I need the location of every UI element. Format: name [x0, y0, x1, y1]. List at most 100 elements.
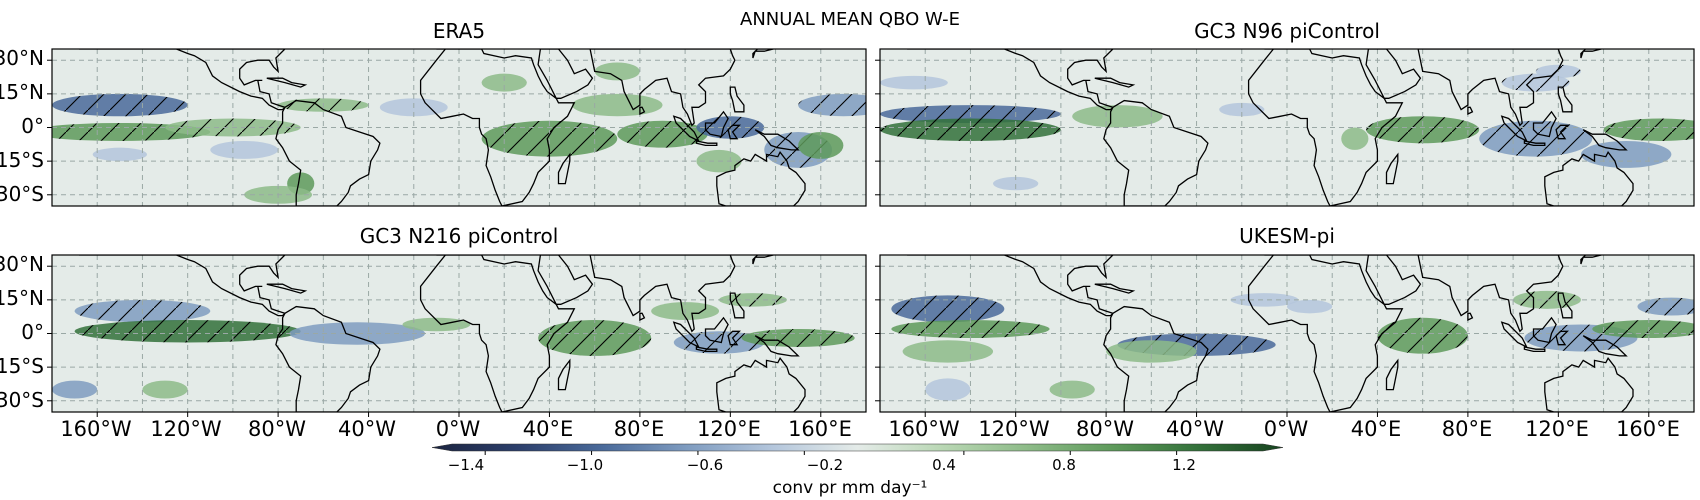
panel-title-gc3-n216: GC3 N216 piControl [359, 224, 559, 248]
positive-anomaly-region [902, 340, 994, 363]
coastline [1094, 77, 1136, 88]
significance-hatching [1366, 116, 1480, 144]
coastline [266, 283, 308, 294]
positive-anomaly-region [1049, 380, 1095, 399]
coastline [1467, 312, 1474, 322]
coastline [1555, 330, 1569, 346]
coastline [695, 140, 718, 147]
lat-label-15s: 15°S [0, 148, 44, 172]
coastline [557, 152, 571, 185]
lon-label-80w: 80°W [1076, 417, 1134, 441]
coastline [266, 77, 308, 88]
negative-anomaly-region [92, 147, 147, 162]
coastline [716, 150, 806, 206]
lat-label-30s: 30°S [0, 182, 44, 206]
coastline [1094, 283, 1136, 294]
panel-gc3-n216 [47, 254, 867, 417]
significance-hatching [798, 93, 866, 117]
coastline [1417, 49, 1564, 127]
coastline [79, 255, 287, 317]
colorbar-tick-label: −0.2 [806, 456, 844, 474]
coastline [537, 49, 594, 99]
negative-anomaly-region [1230, 293, 1299, 307]
lon-label-120w: 120°W [150, 417, 222, 441]
panel-era5 [47, 48, 867, 207]
panel-title-gc3-n96: GC3 N96 piControl [1194, 19, 1380, 43]
coastline [419, 49, 576, 206]
panel-gc3-n96 [875, 48, 1695, 207]
coastline [419, 255, 576, 412]
coastline [1103, 305, 1209, 412]
coastline [716, 356, 806, 412]
lon-label-80w: 80°W [248, 417, 306, 441]
coastline [754, 129, 800, 151]
coastline [275, 99, 381, 206]
coastline [1555, 124, 1569, 140]
negative-anomaly-region [52, 380, 98, 399]
coastline [79, 49, 287, 111]
coastline [1247, 255, 1404, 412]
coastline [1580, 49, 1602, 59]
lon-label-160e: 160°E [1616, 417, 1680, 441]
coastline [1103, 99, 1209, 206]
coastline [752, 49, 774, 59]
lat-label-30s: 30°S [0, 388, 44, 412]
lat-label-15n: 15°N [0, 286, 44, 310]
significance-hatching [481, 120, 618, 157]
coastline [589, 255, 736, 333]
lon-label-160w: 160°W [888, 417, 960, 441]
coastline [1582, 335, 1628, 357]
significance-hatching [617, 120, 708, 148]
coastline [1365, 49, 1422, 99]
lat-label-0: 0° [21, 320, 44, 344]
coastline [752, 255, 774, 265]
colorbar-bar [431, 443, 1284, 452]
coastline [695, 346, 718, 353]
coastline [1532, 110, 1557, 138]
lat-label-0: 0° [21, 114, 44, 138]
positive-anomaly-region [142, 380, 188, 399]
coastline [1532, 316, 1557, 344]
coastline [1385, 152, 1399, 185]
significance-hatching [52, 93, 188, 117]
negative-anomaly-region [210, 140, 279, 159]
positive-anomaly-region [481, 73, 527, 92]
coastline [639, 312, 646, 322]
coastline [907, 255, 1115, 317]
coastline [1557, 292, 1573, 319]
positive-anomaly-region [594, 62, 640, 81]
colorbar-tick-label: −0.6 [686, 456, 724, 474]
significance-hatching [1377, 317, 1468, 354]
coastline [704, 316, 729, 344]
colorbar-tick-label: −1.4 [447, 456, 485, 474]
lon-label-0w: 0°W [1263, 417, 1309, 441]
coastline [1523, 140, 1546, 147]
panel-ukesm [875, 254, 1695, 417]
lon-label-40e: 40°E [522, 417, 574, 441]
positive-anomaly-region [572, 93, 663, 117]
negative-anomaly-region [1219, 102, 1265, 117]
coastline [1580, 255, 1602, 265]
coastline [1523, 346, 1546, 353]
positive-anomaly-region [1072, 105, 1163, 128]
significance-hatching [891, 295, 1005, 323]
coastline [589, 49, 736, 127]
significance-hatching [1592, 320, 1694, 338]
coastline [1544, 356, 1634, 412]
positive-anomaly-region [1341, 127, 1369, 150]
lon-label-40w: 40°W [338, 417, 396, 441]
lat-label-30n: 30°N [0, 252, 44, 276]
coastline [1557, 86, 1573, 113]
panel-title-ukesm: UKESM-pi [1239, 224, 1335, 248]
coastline [729, 292, 745, 319]
colorbar [431, 443, 1284, 455]
coastline [729, 86, 745, 113]
negative-anomaly-region [925, 378, 971, 401]
lon-label-120e: 120°E [697, 417, 761, 441]
coastline [1247, 49, 1404, 206]
coastline [704, 110, 729, 138]
coastline [1582, 129, 1628, 151]
colorbar-tick-label: 0.8 [1052, 456, 1076, 474]
negative-anomaly-region [1287, 299, 1333, 314]
coastline [1385, 358, 1399, 391]
